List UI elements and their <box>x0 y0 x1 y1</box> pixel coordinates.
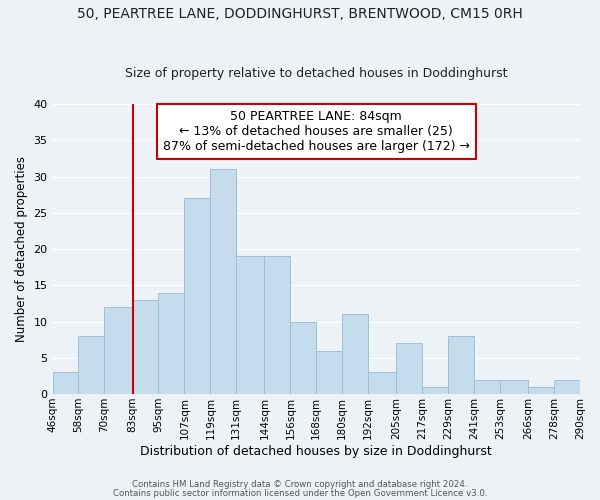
Bar <box>528 387 554 394</box>
Text: Contains public sector information licensed under the Open Government Licence v3: Contains public sector information licen… <box>113 489 487 498</box>
X-axis label: Distribution of detached houses by size in Doddinghurst: Distribution of detached houses by size … <box>140 444 492 458</box>
Title: Size of property relative to detached houses in Doddinghurst: Size of property relative to detached ho… <box>125 66 508 80</box>
Text: 50 PEARTREE LANE: 84sqm
← 13% of detached houses are smaller (25)
87% of semi-de: 50 PEARTREE LANE: 84sqm ← 13% of detache… <box>163 110 470 153</box>
Bar <box>316 350 342 394</box>
Bar <box>158 292 184 394</box>
Bar <box>236 256 265 394</box>
Bar <box>53 372 79 394</box>
Bar <box>368 372 396 394</box>
Bar <box>396 344 422 394</box>
Bar <box>500 380 528 394</box>
Bar <box>448 336 474 394</box>
Bar <box>133 300 158 394</box>
Bar <box>211 170 236 394</box>
Bar <box>265 256 290 394</box>
Bar <box>79 336 104 394</box>
Bar <box>104 307 133 394</box>
Bar <box>184 198 211 394</box>
Text: 50, PEARTREE LANE, DODDINGHURST, BRENTWOOD, CM15 0RH: 50, PEARTREE LANE, DODDINGHURST, BRENTWO… <box>77 8 523 22</box>
Bar <box>474 380 500 394</box>
Bar <box>554 380 580 394</box>
Bar <box>422 387 448 394</box>
Bar <box>290 322 316 394</box>
Y-axis label: Number of detached properties: Number of detached properties <box>15 156 28 342</box>
Text: Contains HM Land Registry data © Crown copyright and database right 2024.: Contains HM Land Registry data © Crown c… <box>132 480 468 489</box>
Bar <box>342 314 368 394</box>
